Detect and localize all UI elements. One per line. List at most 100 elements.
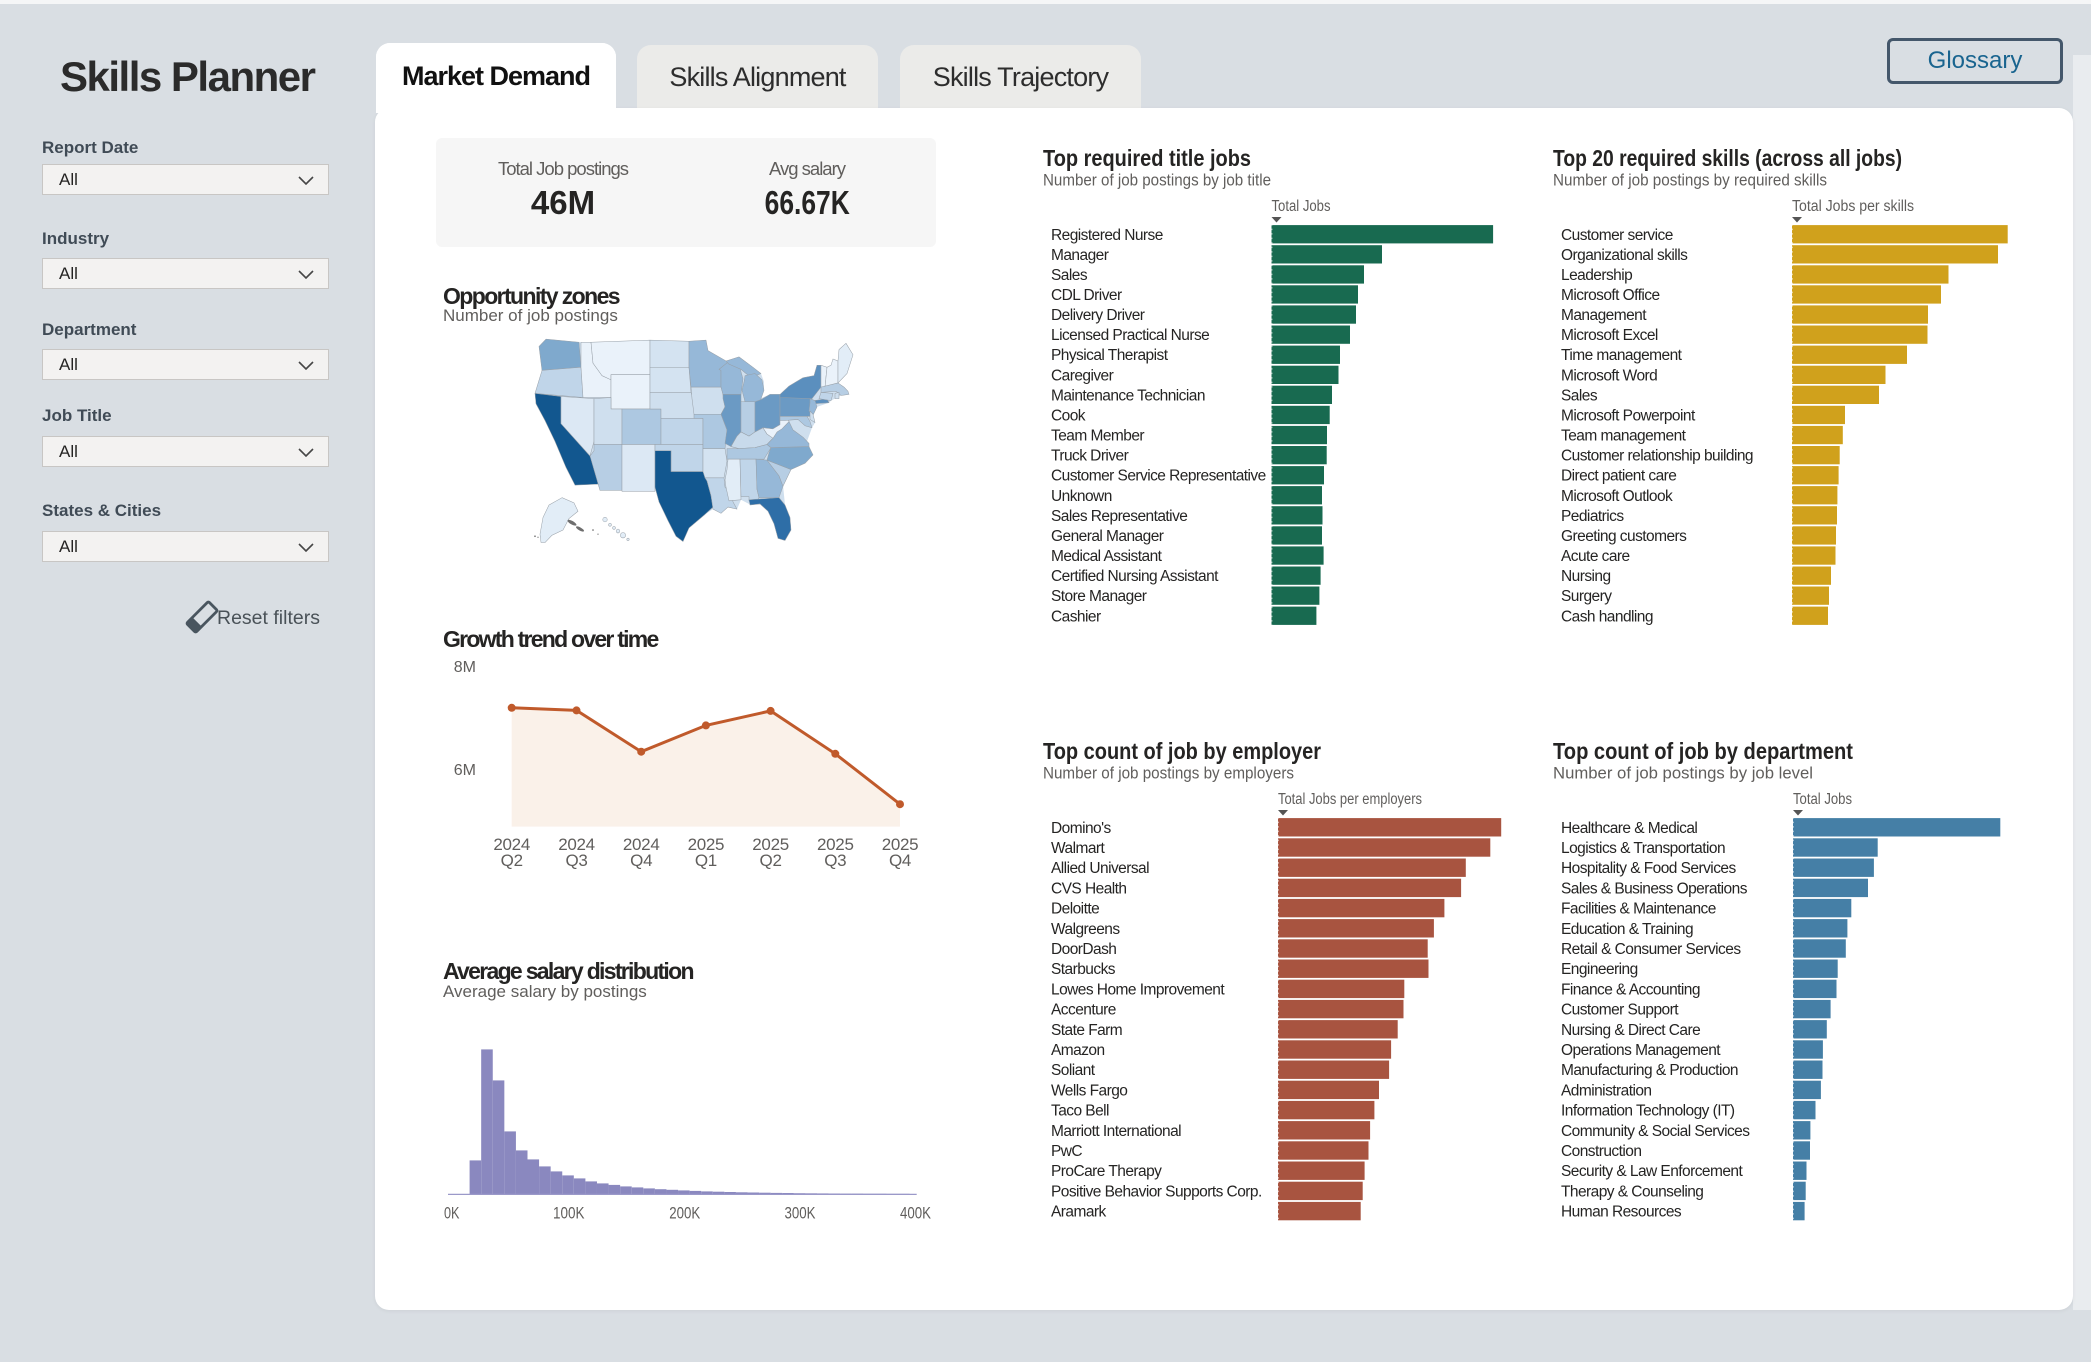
svg-text:Q1: Q1	[695, 851, 717, 870]
svg-text:ProCare Therapy: ProCare Therapy	[1051, 1163, 1162, 1180]
svg-text:2024: 2024	[623, 835, 660, 854]
svg-text:Pediatrics: Pediatrics	[1561, 508, 1624, 525]
svg-text:Facilities & Maintenance: Facilities & Maintenance	[1561, 901, 1716, 918]
svg-text:Top 20 required skills (across: Top 20 required skills (across all jobs)	[1553, 145, 1902, 171]
svg-text:Physical Therapist: Physical Therapist	[1051, 347, 1169, 364]
svg-text:Top count of job by department: Top count of job by department	[1553, 738, 1853, 764]
svg-text:0K: 0K	[444, 1203, 460, 1222]
svg-text:Aramark: Aramark	[1051, 1204, 1107, 1221]
svg-text:Sales Representative: Sales Representative	[1051, 508, 1187, 525]
svg-text:Greeting customers: Greeting customers	[1561, 528, 1687, 545]
svg-text:Healthcare & Medical: Healthcare & Medical	[1561, 820, 1697, 837]
svg-text:Registered Nurse: Registered Nurse	[1051, 227, 1163, 244]
svg-text:Delivery Driver: Delivery Driver	[1051, 307, 1145, 324]
svg-text:Nursing: Nursing	[1561, 568, 1611, 585]
svg-text:Microsoft Office: Microsoft Office	[1561, 287, 1660, 304]
svg-text:Total Jobs: Total Jobs	[1793, 791, 1852, 808]
svg-text:2024: 2024	[493, 835, 530, 854]
svg-text:Information Technology (IT): Information Technology (IT)	[1561, 1103, 1735, 1120]
svg-text:Walgreens: Walgreens	[1051, 921, 1120, 938]
svg-text:Q2: Q2	[501, 851, 523, 870]
svg-text:2025: 2025	[688, 835, 725, 854]
svg-text:Manufacturing & Production: Manufacturing & Production	[1561, 1062, 1738, 1079]
svg-text:Deloitte: Deloitte	[1051, 901, 1099, 918]
svg-text:Cash handling: Cash handling	[1561, 608, 1653, 625]
svg-text:Security & Law Enforcement: Security & Law Enforcement	[1561, 1163, 1744, 1180]
svg-text:2025: 2025	[752, 835, 789, 854]
svg-text:Management: Management	[1561, 307, 1647, 324]
svg-text:Microsoft Excel: Microsoft Excel	[1561, 327, 1658, 344]
svg-text:Administration: Administration	[1561, 1082, 1652, 1099]
svg-text:Microsoft Outlook: Microsoft Outlook	[1561, 488, 1673, 505]
svg-text:Caregiver: Caregiver	[1051, 367, 1114, 384]
svg-text:General Manager: General Manager	[1051, 528, 1164, 545]
svg-text:Licensed Practical Nurse: Licensed Practical Nurse	[1051, 327, 1209, 344]
svg-text:Customer Service Representativ: Customer Service Representative	[1051, 468, 1266, 485]
svg-text:Human Resources: Human Resources	[1561, 1204, 1682, 1221]
svg-text:Construction: Construction	[1561, 1143, 1641, 1160]
svg-text:Community & Social Services: Community & Social Services	[1561, 1123, 1750, 1140]
svg-text:Top required title jobs: Top required title jobs	[1043, 145, 1251, 171]
svg-text:Maintenance Technician: Maintenance Technician	[1051, 387, 1205, 404]
svg-text:Customer service: Customer service	[1561, 227, 1673, 244]
svg-text:Unknown: Unknown	[1051, 488, 1112, 505]
svg-text:Q4: Q4	[889, 851, 911, 870]
svg-text:Allied Universal: Allied Universal	[1051, 860, 1149, 877]
svg-text:CVS Health: CVS Health	[1051, 880, 1126, 897]
svg-text:Surgery: Surgery	[1561, 588, 1612, 605]
svg-text:Amazon: Amazon	[1051, 1042, 1105, 1059]
svg-text:Direct patient care: Direct patient care	[1561, 468, 1676, 485]
svg-text:Q3: Q3	[824, 851, 846, 870]
svg-text:2024: 2024	[558, 835, 595, 854]
svg-text:Wells Fargo: Wells Fargo	[1051, 1082, 1127, 1099]
svg-text:100K: 100K	[553, 1203, 585, 1222]
svg-text:Sales: Sales	[1561, 387, 1598, 404]
svg-text:Operations Management: Operations Management	[1561, 1042, 1721, 1059]
svg-text:Hospitality & Food Services: Hospitality & Food Services	[1561, 860, 1736, 877]
svg-text:PwC: PwC	[1051, 1143, 1082, 1160]
svg-text:Team Member: Team Member	[1051, 428, 1144, 445]
svg-text:Lowes Home Improvement: Lowes Home Improvement	[1051, 981, 1225, 998]
svg-text:Customer Support: Customer Support	[1561, 1002, 1679, 1019]
svg-text:300K: 300K	[785, 1203, 817, 1222]
svg-text:Number of job postings by requ: Number of job postings by required skill…	[1553, 171, 1827, 190]
svg-text:Cashier: Cashier	[1051, 608, 1101, 625]
svg-text:Microsoft Powerpoint: Microsoft Powerpoint	[1561, 408, 1696, 425]
svg-text:Starbucks: Starbucks	[1051, 961, 1116, 978]
svg-text:Time management: Time management	[1561, 347, 1683, 364]
svg-text:CDL Driver: CDL Driver	[1051, 287, 1122, 304]
svg-text:Q3: Q3	[565, 851, 587, 870]
svg-text:Number of job postings by job: Number of job postings by job title	[1043, 171, 1271, 190]
svg-text:Q4: Q4	[630, 851, 652, 870]
svg-text:Store Manager: Store Manager	[1051, 588, 1147, 605]
svg-text:200K: 200K	[669, 1203, 701, 1222]
svg-text:Certified Nursing Assistant: Certified Nursing Assistant	[1051, 568, 1219, 585]
svg-text:Manager: Manager	[1051, 247, 1109, 264]
svg-text:Domino's: Domino's	[1051, 820, 1112, 837]
svg-text:8M: 8M	[454, 659, 476, 676]
svg-text:Total Jobs: Total Jobs	[1272, 198, 1331, 215]
svg-text:Number of job postings by empl: Number of job postings by employers	[1043, 764, 1294, 783]
svg-text:6M: 6M	[454, 762, 476, 779]
svg-text:Positive Behavior Supports Cor: Positive Behavior Supports Corp.	[1051, 1183, 1262, 1200]
svg-text:400K: 400K	[900, 1203, 932, 1222]
svg-text:Taco Bell: Taco Bell	[1051, 1103, 1109, 1120]
svg-text:Q2: Q2	[760, 851, 782, 870]
svg-text:Walmart: Walmart	[1051, 840, 1106, 857]
svg-text:Engineering: Engineering	[1561, 961, 1638, 978]
svg-text:Leadership: Leadership	[1561, 267, 1632, 284]
svg-text:Finance & Accounting: Finance & Accounting	[1561, 981, 1700, 998]
svg-text:2025: 2025	[882, 835, 919, 854]
svg-text:Retail & Consumer Services: Retail & Consumer Services	[1561, 941, 1741, 958]
svg-text:Total Jobs per skills: Total Jobs per skills	[1792, 198, 1914, 215]
svg-text:Education & Training: Education & Training	[1561, 921, 1693, 938]
svg-text:Sales & Business Operations: Sales & Business Operations	[1561, 880, 1748, 897]
svg-text:Nursing & Direct Care: Nursing & Direct Care	[1561, 1022, 1700, 1039]
svg-text:Total Jobs per employers: Total Jobs per employers	[1278, 791, 1422, 808]
svg-text:Cook: Cook	[1051, 408, 1086, 425]
svg-text:State Farm: State Farm	[1051, 1022, 1122, 1039]
svg-text:Truck Driver: Truck Driver	[1051, 448, 1129, 465]
svg-text:Soliant: Soliant	[1051, 1062, 1096, 1079]
svg-text:Team management: Team management	[1561, 428, 1687, 445]
svg-text:Therapy & Counseling: Therapy & Counseling	[1561, 1183, 1703, 1200]
